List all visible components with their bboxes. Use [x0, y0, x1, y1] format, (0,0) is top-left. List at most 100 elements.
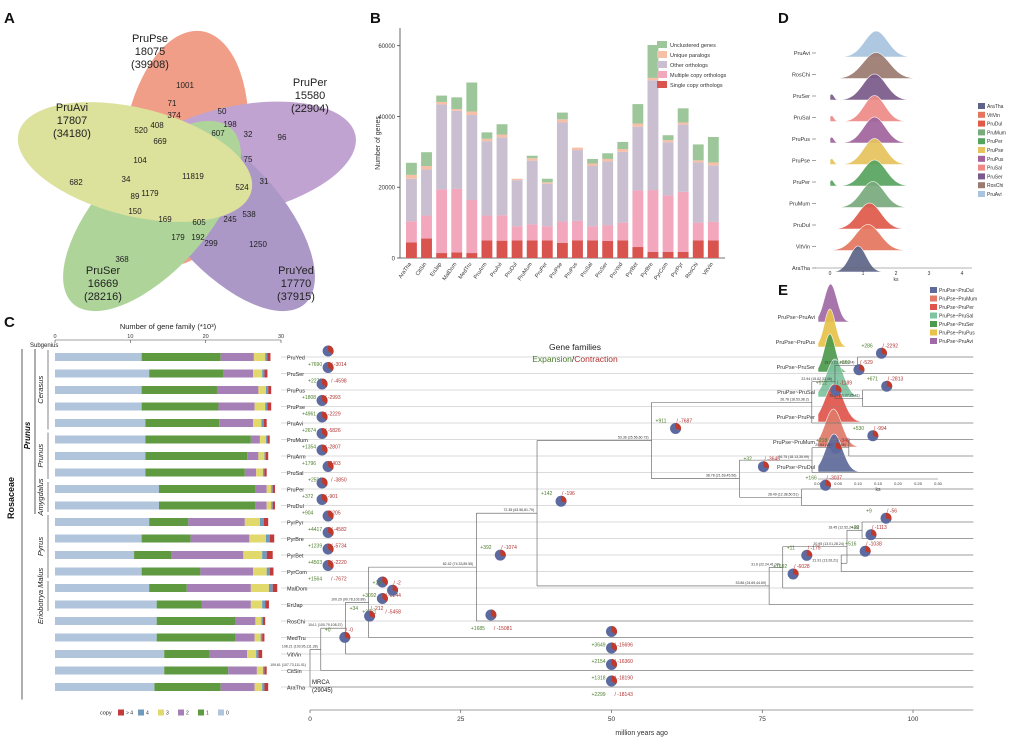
legend-label: PruSal	[987, 166, 1002, 172]
ridge-row-label: VitVin	[796, 245, 810, 251]
legend-swatch	[118, 709, 124, 716]
bar-segment	[707, 162, 719, 166]
tip-label: VitVin	[287, 653, 301, 659]
x-tick-label: 0	[53, 334, 56, 340]
node-contraction: / -0	[346, 627, 353, 633]
tip-contraction: / -6244	[385, 593, 401, 599]
tip-label: CitSin	[287, 669, 302, 675]
bar-segment	[587, 158, 599, 164]
copy-bar-segment	[220, 683, 255, 691]
bar-segment	[526, 158, 538, 161]
bar-segment	[677, 108, 689, 123]
tip-label: PyrBre	[287, 537, 304, 543]
venn-region: 192	[191, 233, 205, 242]
venn-region: 1179	[141, 189, 159, 198]
legend-label: PruPse~PruMum	[939, 297, 977, 303]
x-tick-label: PruSer	[595, 262, 610, 280]
bar-segment	[662, 195, 674, 252]
venn-region: 368	[115, 255, 129, 264]
bar-segment	[436, 189, 448, 254]
bar-segment	[677, 122, 689, 125]
time-tick-label: 100	[908, 716, 919, 723]
copy-bar-segment	[269, 567, 274, 576]
node-pie-contraction	[322, 395, 328, 404]
tip-expansion: +4961	[302, 412, 316, 418]
bar-segment	[496, 137, 508, 216]
bar-segment	[707, 165, 719, 222]
venn-region: 682	[69, 178, 83, 187]
copy-bar-segment	[261, 617, 263, 625]
tip-label: PruPus	[287, 389, 305, 395]
bar-segment	[632, 126, 644, 191]
tip-expansion: +2154	[592, 659, 606, 665]
x-tick-label: RosChi	[685, 262, 700, 280]
panel-letter-a: A	[4, 10, 15, 27]
copy-bar-segment	[218, 402, 255, 411]
bar-segment	[526, 160, 538, 225]
venn-region: 75	[244, 155, 253, 164]
legend-swatch	[657, 81, 667, 88]
x-tick-label: VitVin	[702, 262, 715, 277]
node-pie-contraction	[500, 549, 506, 557]
bar-segment	[541, 226, 553, 241]
node-contraction: / -7687	[677, 419, 693, 425]
venn-region: 538	[242, 210, 256, 219]
x-tick-label: PruPus	[564, 262, 579, 280]
bar-segment	[647, 190, 659, 252]
legend-label: PruMum	[987, 130, 1006, 136]
time-tick-label: 25	[457, 716, 465, 723]
bar-segment	[587, 166, 599, 227]
ridge-row-label: PruPse~PruDul	[777, 465, 815, 471]
node-contraction: / -3037	[827, 475, 843, 481]
node-pie-contraction	[322, 494, 328, 503]
bar-segment	[421, 215, 432, 239]
venn-region: 520	[134, 126, 148, 135]
tip-label: PyrPyr	[287, 521, 304, 527]
copy-bar-segment	[272, 501, 275, 510]
density-ridge	[829, 138, 969, 165]
legend-label: PruPse~PruPus	[939, 331, 975, 337]
bar-segment	[632, 123, 644, 127]
tip-label: PruSer	[287, 372, 304, 378]
copy-bar-segment	[55, 468, 146, 477]
copy-bar-segment	[260, 633, 263, 642]
node-pie-contraction	[382, 593, 388, 602]
bar-segment	[602, 241, 614, 258]
density-ridge	[817, 283, 877, 323]
subgenus-label: Cerasus	[36, 376, 45, 404]
legend-label: PruPse~PruPer	[939, 305, 974, 311]
bar-segment	[436, 104, 448, 190]
tip-contraction: / -4582	[331, 527, 347, 533]
venn-region: 669	[153, 137, 167, 146]
copy-bar-segment	[249, 534, 266, 543]
x-tick-label: PyrBet	[625, 261, 640, 278]
node-pie-contraction	[611, 659, 617, 668]
node-expansion: +23	[373, 580, 382, 586]
density-ridge	[829, 73, 969, 101]
legend-swatch	[138, 709, 144, 716]
copy-bar-segment	[264, 666, 267, 675]
tip-label: PruPer	[287, 488, 304, 494]
tip-contraction: / -16360	[615, 659, 634, 665]
legend-swatch	[158, 709, 164, 716]
x-tick-label: 2	[895, 271, 898, 277]
copy-bar-segment	[272, 485, 275, 493]
tip-expansion: +1564	[308, 577, 322, 583]
node-age-label: 31.6 (22.24,41.02)	[751, 562, 780, 566]
copy-bar-segment	[262, 633, 265, 642]
venn-label-pruavi: PruAvi	[56, 102, 88, 114]
ks-ridge-plot: PruAvi RosChi PruSer PruSal PruPus PruPse PruP…	[789, 30, 1006, 282]
venn-region: 71	[168, 99, 177, 108]
copy-bar-segment	[55, 485, 159, 493]
x-tick-label: EriJap	[429, 262, 443, 278]
copy-bar-segment	[271, 485, 273, 493]
tip-label: EriJap	[287, 603, 303, 609]
legend-label: PruAvi	[987, 192, 1002, 198]
x-tick-label: PruArm	[473, 261, 489, 280]
node-contraction: / -1038	[866, 541, 882, 547]
copy-bar-segment	[55, 369, 150, 378]
copy-bar-segment	[158, 485, 256, 493]
legend-swatch	[198, 709, 204, 716]
x-tick-label: 3	[928, 271, 931, 277]
panel-letter-c: C	[4, 314, 15, 331]
